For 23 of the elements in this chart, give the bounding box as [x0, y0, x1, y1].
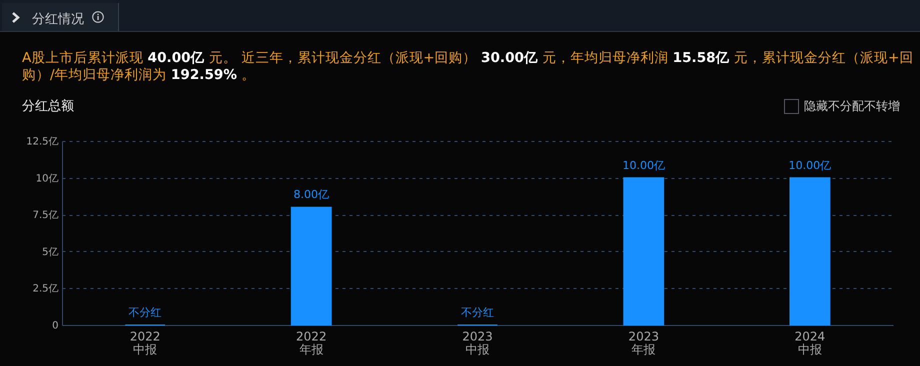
y-tick-label: 12.5亿 [26, 136, 58, 148]
chart-title: 分红总额 [22, 98, 74, 115]
y-tick-label: 0 [52, 320, 58, 332]
y-tick-label: 5亿 [42, 246, 58, 258]
bar [789, 177, 830, 326]
data-label: 不分红 [128, 306, 162, 319]
x-tick-label: 2022 中报 [130, 330, 160, 356]
x-tick-label: 2022 年报 [296, 330, 327, 356]
x-tick-label: 2023 中报 [462, 330, 493, 356]
y-tick-label: 2.5亿 [32, 284, 58, 295]
x-tick-label: 2023 年报 [628, 330, 659, 356]
data-label: 不分红 [461, 306, 494, 319]
x-tick-label: 2024 中报 [794, 330, 826, 356]
text: 分红情况 [32, 11, 84, 28]
data-label: 8.00亿 [294, 188, 330, 202]
text: A股上市后累计派现 40.00亿 元。 近三年，累计现金分红（派现+回购） 30.00亿 元，年均归母净利润 15.58亿 元，累计现金分红（派现+回购）/年均归母净利润为 192.59% 。 [22, 50, 914, 83]
bar [623, 177, 664, 326]
y-tick-label: 10亿 [36, 173, 58, 184]
bar [290, 206, 332, 326]
data-label: 10.00亿 [622, 158, 665, 172]
y-tick-label: 7.5亿 [32, 210, 58, 222]
data-label: 10.00亿 [788, 158, 832, 172]
text: 隐藏不分配不转增 [804, 98, 900, 115]
